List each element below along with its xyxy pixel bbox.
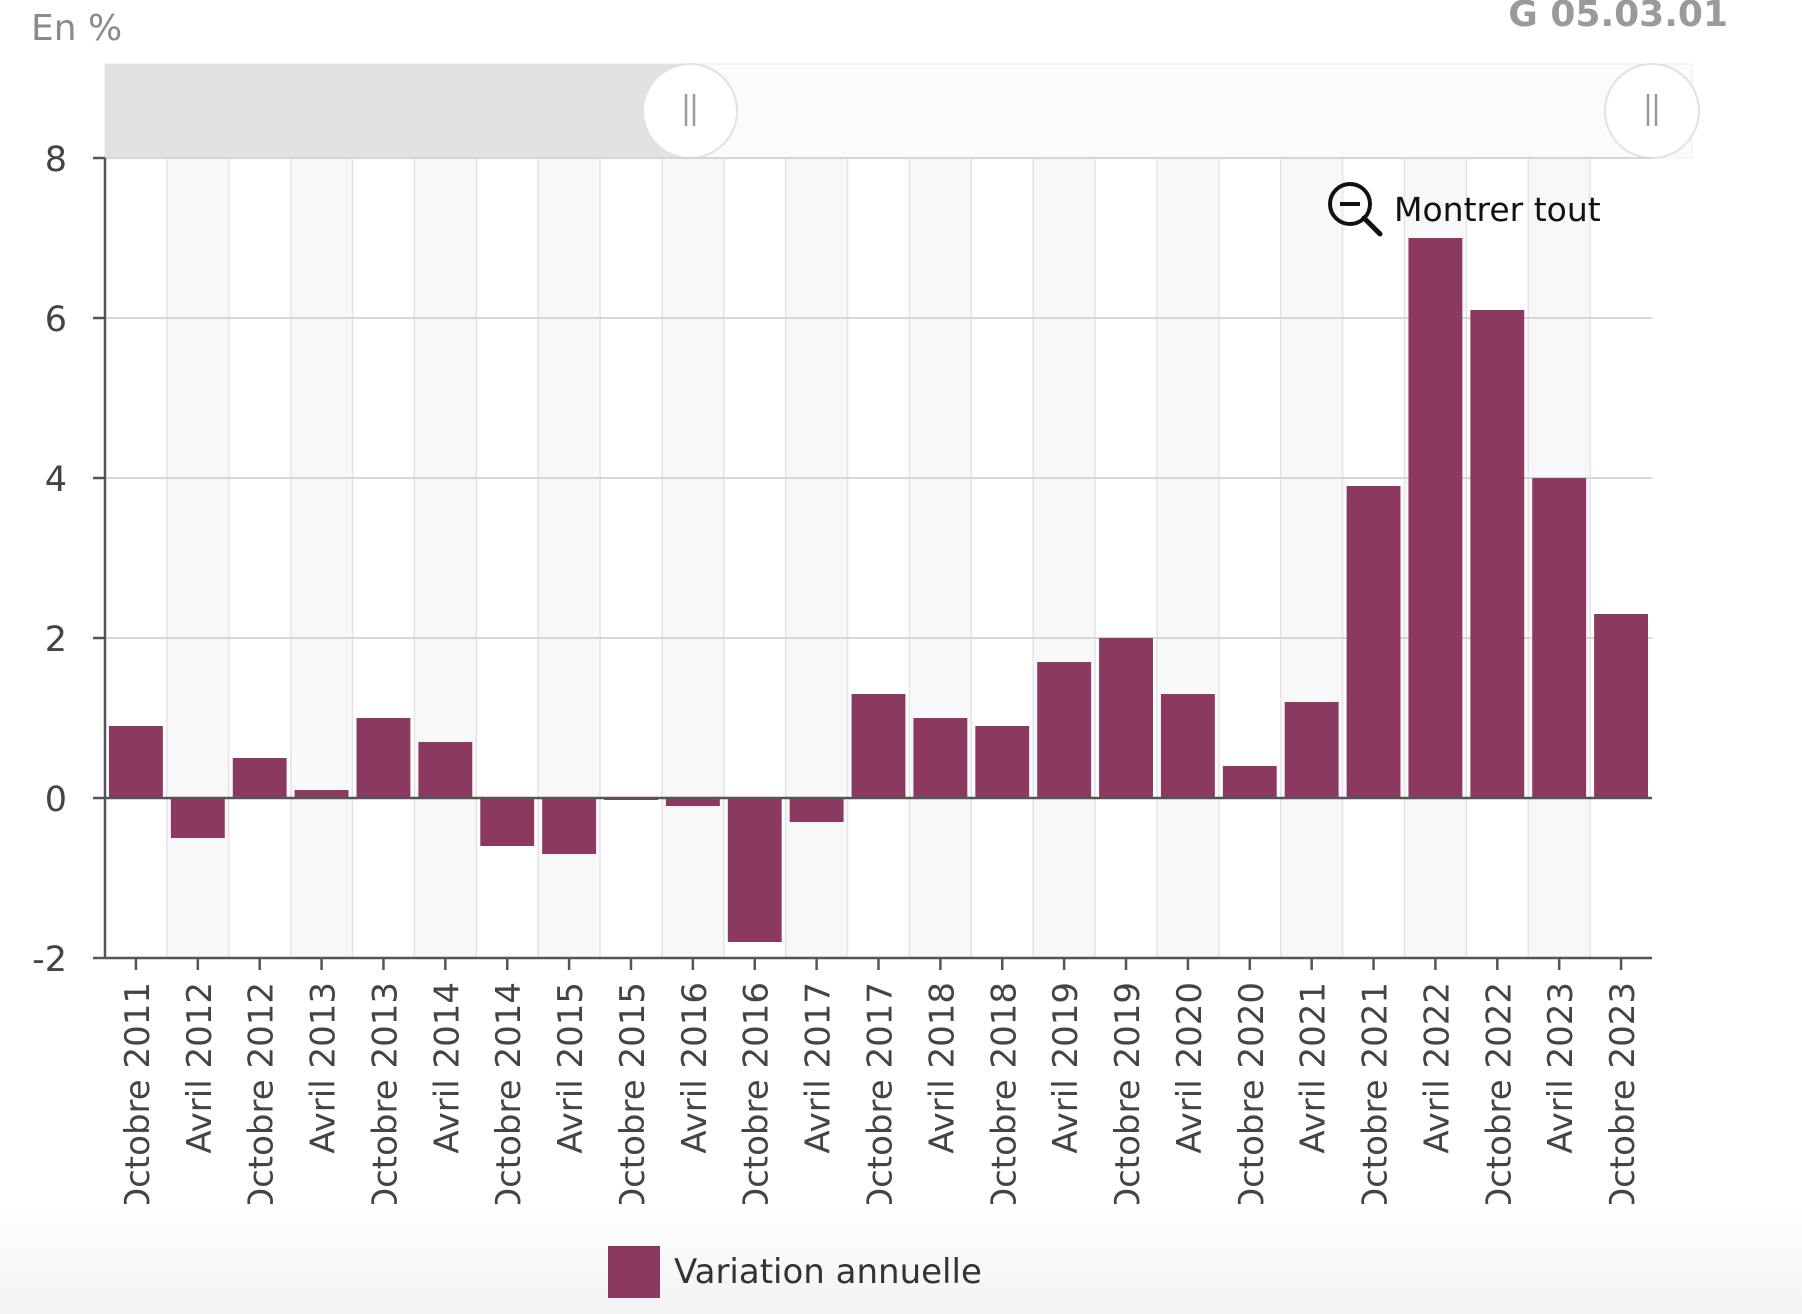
category-bands <box>166 158 1591 958</box>
navigator-left-handle[interactable] <box>642 63 738 159</box>
x-tick-label: Octobre 2019 <box>1108 982 1148 1215</box>
x-tick-label: Avril 2023 <box>1541 982 1581 1154</box>
category-band <box>1280 158 1343 958</box>
show-all-label: Montrer tout <box>1394 189 1601 229</box>
x-tick-label: Octobre 2018 <box>984 982 1024 1215</box>
axes <box>93 156 1652 970</box>
x-tick-label: Octobre 2015 <box>613 982 653 1215</box>
x-tick-label: Octobre 2013 <box>365 982 405 1215</box>
y-tick-label: 2 <box>45 620 67 660</box>
handle-knob <box>1604 63 1700 159</box>
x-tick-label: Avril 2021 <box>1294 982 1334 1154</box>
x-tick-label: Avril 2012 <box>180 982 220 1154</box>
range-navigator[interactable] <box>104 63 1700 159</box>
navigator-masked-area <box>105 64 690 158</box>
bar <box>1037 662 1092 798</box>
bar <box>109 726 163 798</box>
bar <box>727 798 782 942</box>
x-tick-label: Avril 2016 <box>675 982 715 1154</box>
bar <box>1222 766 1277 798</box>
x-tick-label: Octobre 2011 <box>118 982 158 1215</box>
x-tick-label: Avril 2020 <box>1170 982 1210 1154</box>
x-tick-label: Octobre 2017 <box>861 982 901 1215</box>
bar <box>170 798 225 838</box>
category-band <box>414 158 477 958</box>
x-tick-label: Avril 2018 <box>922 982 962 1154</box>
bar <box>789 798 844 822</box>
handle-knob <box>642 63 738 159</box>
bar <box>1408 238 1463 798</box>
bar <box>232 758 287 798</box>
grip-handle-icon <box>684 94 696 126</box>
x-tick-label: Octobre 2021 <box>1356 982 1396 1215</box>
bar <box>480 798 535 846</box>
bar <box>356 718 411 798</box>
category-band <box>290 158 353 958</box>
y-axis-unit-label: En % <box>31 8 123 49</box>
x-tick-label: Octobre 2014 <box>489 982 529 1215</box>
bar <box>1284 702 1339 798</box>
bar <box>1346 486 1401 798</box>
y-tick-label: 4 <box>45 460 67 500</box>
bar <box>665 798 720 806</box>
category-band <box>1033 158 1096 958</box>
bar <box>1160 694 1215 798</box>
bars <box>109 238 1648 942</box>
bar <box>294 790 349 798</box>
bar <box>542 798 597 854</box>
x-axis-tick-labels: Octobre 2011 Avril 2012 Octobre 2012 Avril … <box>118 982 1643 1215</box>
y-tick-label: 0 <box>45 780 67 820</box>
x-tick-label: Octobre 2022 <box>1479 982 1519 1215</box>
bar <box>1532 478 1587 798</box>
x-tick-label: Octobre 2012 <box>242 982 282 1215</box>
y-tick-label: 6 <box>45 300 67 340</box>
x-tick-label: Avril 2014 <box>427 982 467 1154</box>
show-all-button[interactable]: Montrer tout <box>1326 180 1601 238</box>
x-tick-label: Octobre 2020 <box>1232 982 1272 1215</box>
legend-swatch <box>608 1246 660 1298</box>
x-tick-label: Avril 2015 <box>551 982 591 1154</box>
x-tick-label: Avril 2019 <box>1046 982 1086 1154</box>
bar <box>1099 638 1153 798</box>
bar <box>1594 614 1648 798</box>
gridlines <box>105 157 1652 958</box>
bar <box>975 726 1030 798</box>
zoom-out-icon <box>1328 182 1383 237</box>
legend[interactable]: Variation annuelle <box>608 1246 982 1298</box>
x-tick-label: Avril 2013 <box>304 982 344 1154</box>
y-axis-tick-labels: -2 0 2 4 6 8 <box>32 140 67 980</box>
y-tick-label: -2 <box>32 940 67 980</box>
legend-label: Variation annuelle <box>674 1252 982 1292</box>
category-band <box>909 158 972 958</box>
bar <box>1470 310 1525 798</box>
navigator-right-handle[interactable] <box>1604 63 1700 159</box>
category-band <box>661 158 724 958</box>
x-tick-label: Avril 2022 <box>1417 982 1457 1154</box>
bar <box>418 742 473 798</box>
legend-area <box>0 1204 1802 1314</box>
category-band <box>1156 158 1219 958</box>
grip-handle-icon <box>1646 94 1658 126</box>
category-band <box>785 158 848 958</box>
x-tick-label: Octobre 2016 <box>737 982 777 1215</box>
x-tick-label: Octobre 2023 <box>1603 982 1643 1215</box>
bar <box>851 694 906 798</box>
bar <box>913 718 968 798</box>
x-tick-label: Avril 2017 <box>799 982 839 1154</box>
chart-code: G 05.03.01 <box>1508 0 1728 35</box>
y-tick-label: 8 <box>45 140 67 180</box>
